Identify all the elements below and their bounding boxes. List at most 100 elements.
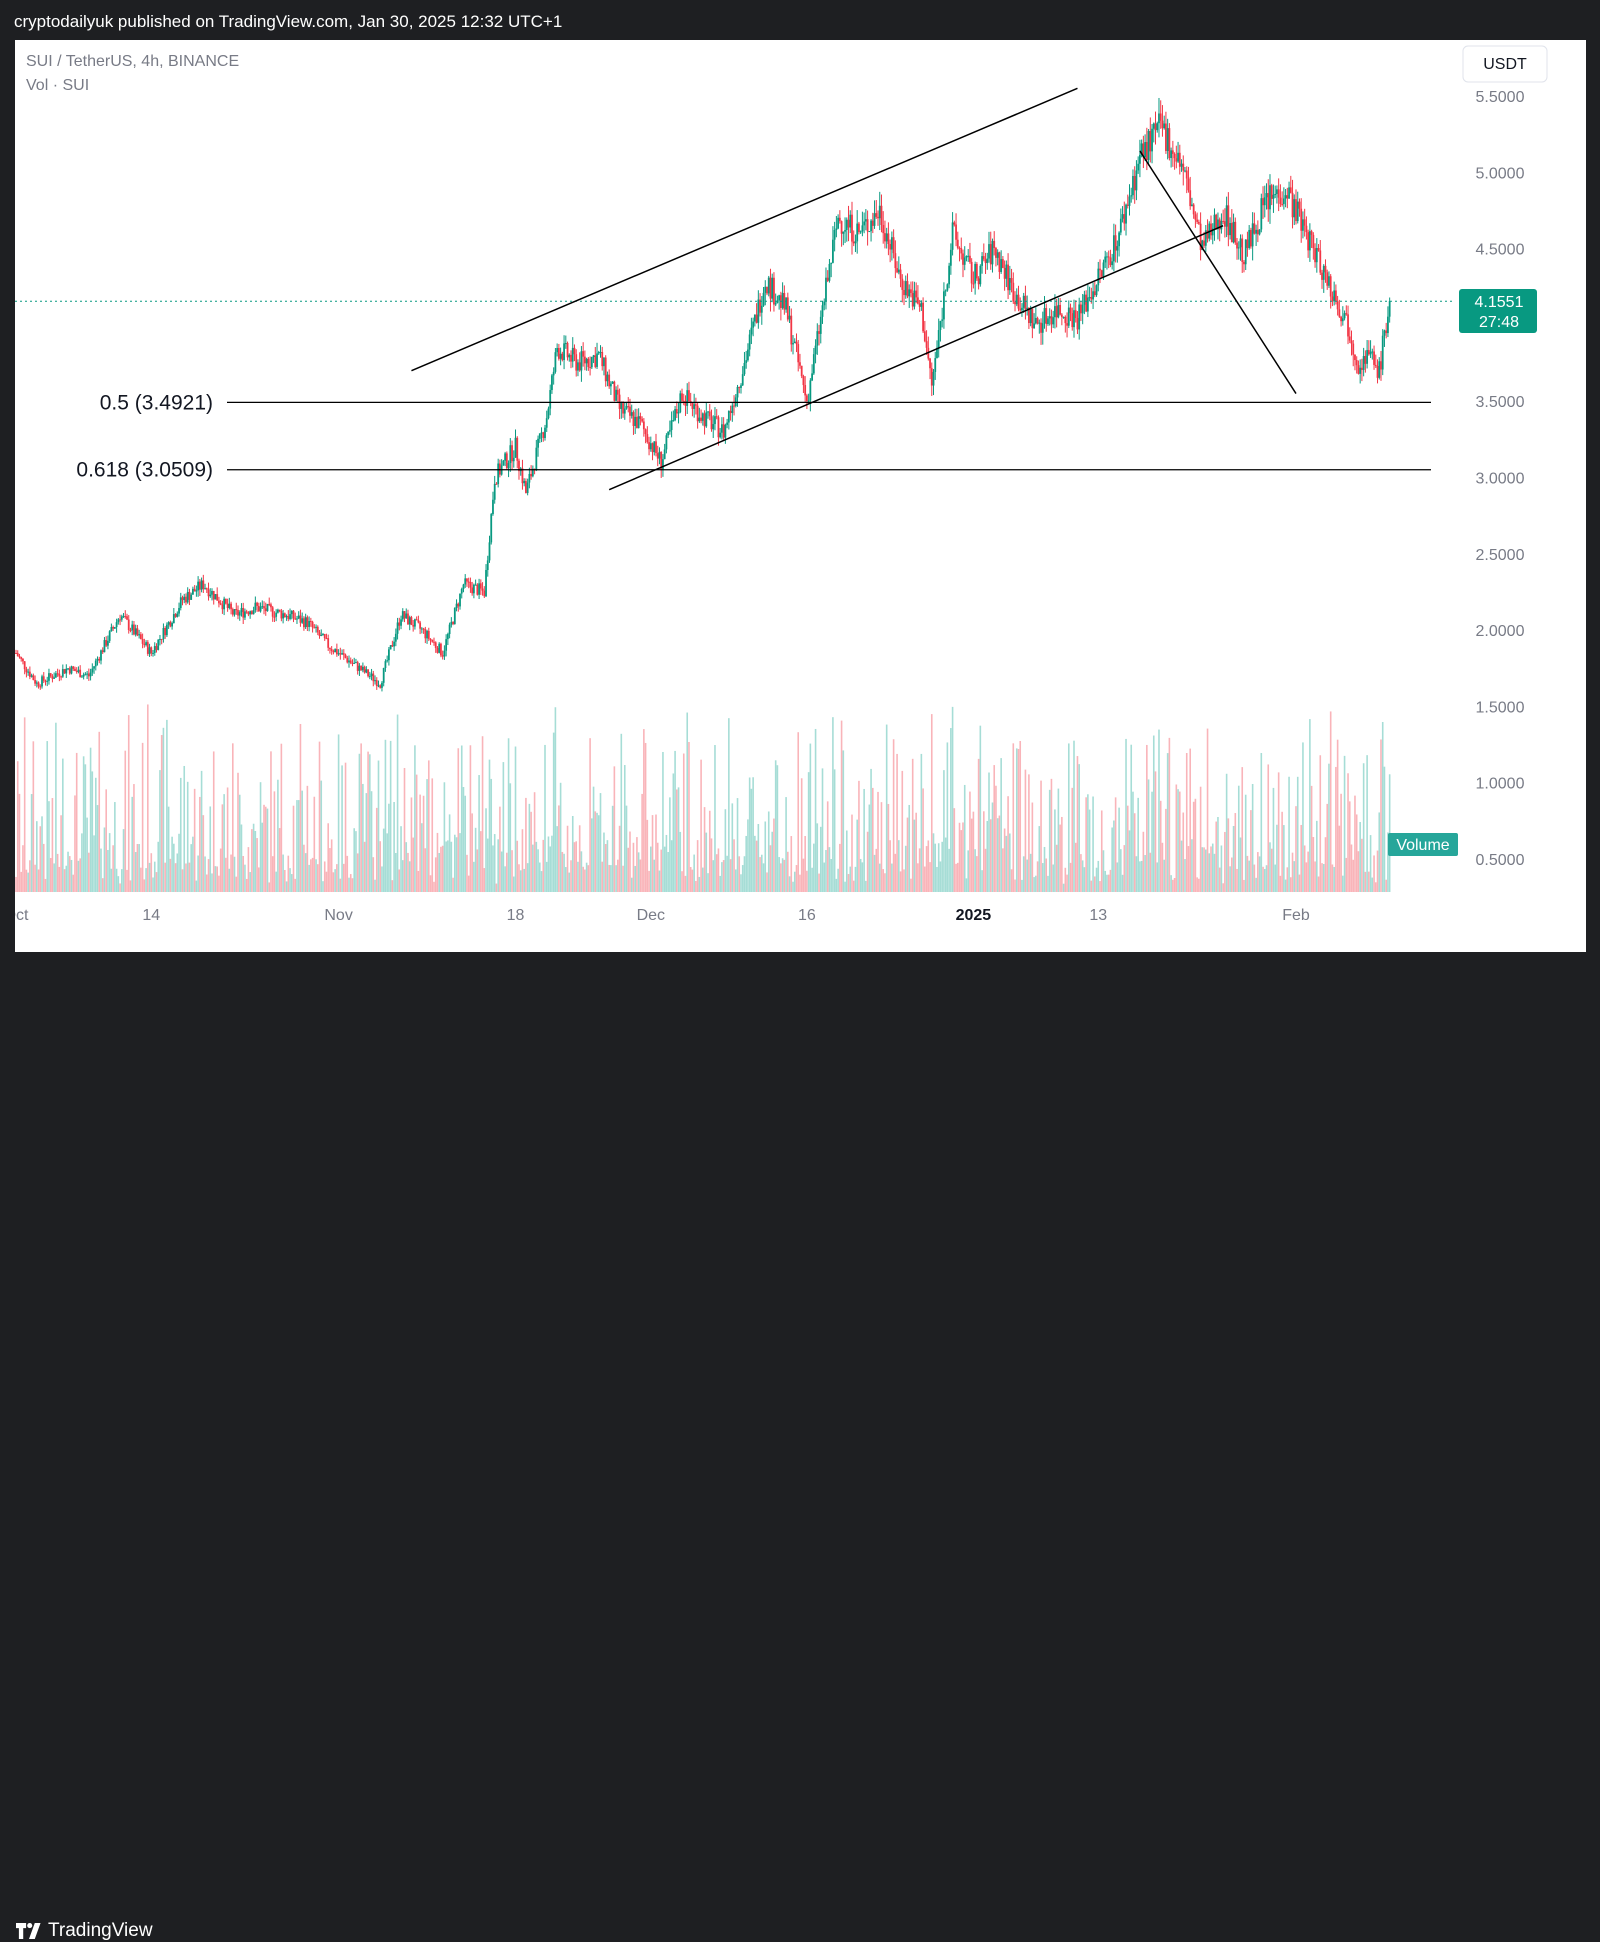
volume-bar (1218, 867, 1221, 892)
candle-body (1031, 308, 1034, 329)
volume-bar (1074, 842, 1077, 892)
volume-bar (199, 796, 201, 892)
candle-body (658, 451, 661, 459)
volume-bar (275, 871, 277, 892)
volume-bar (712, 860, 715, 892)
candle-body (108, 631, 111, 641)
volume-bar (965, 878, 968, 892)
candle-body (629, 406, 631, 416)
chart-panel[interactable]: 0.5 (3.4921) 0.618 (3.0509) 5.5000 5.0000 4… (4, 40, 1586, 952)
candle-body (594, 355, 597, 367)
candle-body (361, 666, 364, 671)
volume-bar (984, 848, 987, 892)
volume-bar (493, 834, 496, 892)
candle-body (1315, 248, 1318, 263)
volume-bar (509, 783, 512, 892)
volume-bar (183, 765, 186, 892)
x-axis[interactable]: Oct14Nov18Dec16202513Feb (4, 907, 1310, 924)
candle-body (577, 362, 579, 371)
candle-body (1340, 316, 1342, 322)
volume-bar (677, 787, 680, 892)
candle-body (204, 588, 206, 590)
candle-body (979, 265, 982, 285)
volume-bar (16, 761, 19, 892)
y-axis[interactable]: 5.50005.00004.50004.00003.50003.00002.50… (1476, 89, 1525, 869)
candle-body (880, 205, 883, 225)
trendlines[interactable] (411, 87, 1297, 491)
y-tick-label: 3.0000 (1476, 471, 1525, 488)
footer-brand[interactable]: TradingView (16, 1920, 153, 1942)
volume-bar (767, 811, 770, 892)
volume-bar (382, 828, 385, 892)
candle-body (1060, 314, 1063, 317)
candle-body (1373, 351, 1375, 365)
volume-bar (1316, 820, 1318, 892)
candle-body (285, 616, 288, 618)
candle-body (37, 682, 40, 687)
volume-bar (179, 777, 182, 892)
candle-body (521, 468, 524, 484)
volume-bar (989, 819, 992, 892)
candle-body (1165, 123, 1167, 151)
candle-body (325, 638, 328, 640)
price-chart[interactable]: 0.5 (3.4921)0.618 (3.0509) 5.50005.00004… (4, 40, 1586, 952)
candle-body (1201, 240, 1204, 251)
candle-body (929, 358, 931, 369)
candle-body (384, 661, 387, 668)
candle-body (485, 570, 487, 597)
candle-body (231, 609, 234, 615)
volume-bar (648, 870, 650, 892)
candle-body (887, 233, 890, 245)
volume-bar (769, 845, 772, 892)
volume-bar (1270, 848, 1273, 892)
volume-bar (81, 833, 83, 892)
volume-bar (339, 878, 342, 892)
symbol-title[interactable]: SUI / TetherUS, 4h, BINANCE (26, 53, 239, 70)
volume-bar (766, 872, 768, 892)
volume-bar (417, 870, 420, 892)
volume-bar (240, 824, 243, 892)
volume-bar (325, 871, 328, 892)
fib-levels[interactable]: 0.5 (3.4921)0.618 (3.0509) (76, 391, 1431, 482)
volume-bar (1003, 828, 1006, 892)
candle-body (192, 588, 194, 595)
volume-bar (162, 727, 165, 892)
volume-bar (200, 770, 203, 892)
candle-body (984, 259, 987, 264)
candle-body (946, 284, 949, 291)
volume-bar (443, 782, 446, 892)
volume-bar (474, 827, 477, 892)
currency-button[interactable]: USDT (1462, 45, 1548, 83)
volume-bar (131, 796, 134, 892)
volume-bar (734, 869, 737, 892)
volume-bar (55, 722, 57, 892)
volume-bar (674, 750, 676, 892)
volume-bar (741, 865, 744, 892)
volume-bar (679, 831, 682, 892)
volume-bar (1000, 758, 1002, 892)
volume-bar (702, 867, 704, 892)
candle-body (1341, 318, 1344, 322)
volume-bar (1329, 711, 1332, 892)
volume-bar (873, 854, 876, 892)
candle-body (436, 647, 439, 653)
candle-body (840, 221, 843, 234)
candle-body (747, 349, 749, 361)
volume-bar (223, 794, 225, 892)
candle-body (639, 416, 642, 419)
volume-bar (1095, 867, 1098, 892)
candle-body (65, 668, 68, 674)
candle-body (51, 676, 54, 679)
volume-bar (885, 724, 888, 892)
volume-bar (341, 765, 343, 892)
candle-body (259, 606, 262, 612)
candle-body (1017, 294, 1020, 309)
candle-body (932, 371, 935, 386)
volume-bar (755, 840, 758, 892)
candle-body (91, 668, 94, 673)
volume-title[interactable]: Vol · SUI (26, 77, 89, 94)
candle-body (1125, 204, 1127, 224)
candle-body (1128, 196, 1131, 206)
volume-bar (927, 840, 930, 892)
candle-body (244, 611, 246, 618)
